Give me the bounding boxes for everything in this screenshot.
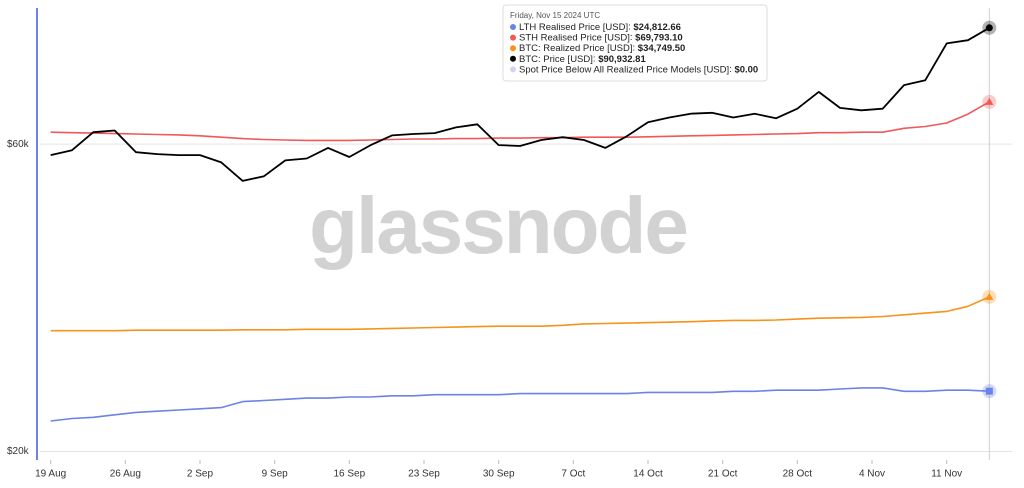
tooltip: Friday, Nov 15 2024 UTC LTH Realised Pric… [502, 4, 768, 82]
tooltip-row: Spot Price Below All Realized Price Mode… [519, 64, 758, 75]
tooltip-value: $90,932.81 [598, 53, 646, 64]
legend-dot [510, 45, 516, 52]
tooltip-row: STH Realised Price [USD]: $69,793.10 [519, 32, 683, 43]
legend-dot [510, 34, 516, 41]
legend-dot [510, 55, 516, 62]
x-tick-label: 4 Nov [859, 469, 885, 480]
tooltip-row: BTC: Price [USD]: $90,932.81 [519, 53, 646, 64]
legend-dot [510, 66, 516, 73]
x-tick-label: 16 Sep [333, 469, 365, 480]
x-tick-label: 14 Oct [633, 469, 663, 480]
x-tick-label: 26 Aug [110, 469, 141, 480]
x-tick-label: 28 Oct [783, 469, 813, 480]
x-tick-label: 23 Sep [408, 469, 440, 480]
y-tick-label: $20k [7, 446, 30, 457]
tooltip-row: BTC: Realized Price [USD]: $34,749.50 [519, 43, 685, 54]
legend-label: Spot Price Below All Realized Price Mode… [519, 64, 729, 75]
tooltip-value: $69,793.10 [635, 32, 683, 43]
y-tick-label: $60k [7, 139, 30, 150]
tooltip-value: $24,812.66 [633, 22, 681, 33]
series-line [50, 101, 990, 142]
tooltip-value: $34,749.50 [638, 43, 686, 54]
hover-marker [985, 97, 994, 105]
legend-label: LTH Realised Price [USD] [519, 22, 628, 33]
x-tick-label: 7 Oct [561, 469, 585, 480]
series-line [50, 27, 990, 182]
x-tick-label: 9 Sep [262, 469, 289, 480]
tooltip-box [502, 4, 768, 82]
x-tick-label: 11 Nov [931, 469, 962, 480]
watermark: glassnode [309, 181, 687, 270]
legend-label: BTC: Price [USD] [519, 53, 593, 64]
hover-marker [985, 292, 994, 300]
series-line [50, 387, 990, 422]
hover-marker [985, 387, 993, 395]
series-line [50, 296, 990, 332]
x-tick-label: 2 Sep [187, 469, 214, 480]
tooltip-value: $0.00 [734, 64, 758, 75]
tooltip-row: LTH Realised Price [USD]: $24,812.66 [519, 22, 681, 33]
x-tick-label: 19 Aug [35, 469, 66, 480]
hover-marker [985, 24, 993, 32]
tooltip-title: Friday, Nov 15 2024 UTC [510, 11, 600, 20]
legend-label: BTC: Realized Price [USD] [519, 43, 633, 54]
x-tick-label: 21 Oct [708, 469, 738, 480]
legend-dot [510, 24, 516, 30]
x-tick-label: 30 Sep [483, 469, 515, 480]
legend-label: STH Realised Price [USD] [519, 32, 630, 43]
